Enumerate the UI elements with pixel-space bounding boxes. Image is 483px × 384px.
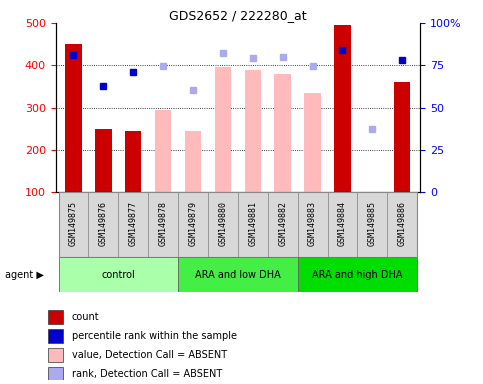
Bar <box>148 192 178 257</box>
Text: GSM149885: GSM149885 <box>368 201 377 246</box>
Title: GDS2652 / 222280_at: GDS2652 / 222280_at <box>169 9 307 22</box>
Text: GSM149883: GSM149883 <box>308 201 317 246</box>
Text: GSM149880: GSM149880 <box>218 201 227 246</box>
Text: GSM149884: GSM149884 <box>338 201 347 246</box>
Bar <box>155 110 171 192</box>
Bar <box>357 192 387 257</box>
Text: GSM149882: GSM149882 <box>278 201 287 246</box>
Text: GSM149886: GSM149886 <box>398 201 407 246</box>
Bar <box>48 329 63 343</box>
Bar <box>215 68 231 192</box>
Bar <box>274 74 291 192</box>
Text: GSM149879: GSM149879 <box>188 201 198 246</box>
Bar <box>58 192 88 257</box>
Bar <box>58 257 178 292</box>
Bar <box>387 192 417 257</box>
Bar <box>48 310 63 324</box>
Bar <box>238 192 268 257</box>
Bar <box>125 131 142 192</box>
Text: GSM149875: GSM149875 <box>69 201 78 246</box>
Bar <box>65 44 82 192</box>
Text: GSM149881: GSM149881 <box>248 201 257 246</box>
Text: percentile rank within the sample: percentile rank within the sample <box>71 331 237 341</box>
Text: ARA and low DHA: ARA and low DHA <box>195 270 281 280</box>
Bar <box>95 129 112 192</box>
Text: ARA and high DHA: ARA and high DHA <box>312 270 403 280</box>
Bar <box>268 192 298 257</box>
Text: GSM149877: GSM149877 <box>129 201 138 246</box>
Text: value, Detection Call = ABSENT: value, Detection Call = ABSENT <box>71 350 227 360</box>
Bar <box>185 131 201 192</box>
Bar <box>394 82 411 192</box>
Text: agent ▶: agent ▶ <box>5 270 43 280</box>
Bar <box>334 25 351 192</box>
Bar <box>88 192 118 257</box>
Bar <box>48 367 63 382</box>
Bar <box>298 257 417 292</box>
Bar <box>327 192 357 257</box>
Text: GSM149876: GSM149876 <box>99 201 108 246</box>
Text: control: control <box>101 270 135 280</box>
Bar <box>178 257 298 292</box>
Text: count: count <box>71 312 99 322</box>
Bar <box>298 192 327 257</box>
Bar <box>244 70 261 192</box>
Bar <box>48 348 63 362</box>
Bar <box>178 192 208 257</box>
Text: rank, Detection Call = ABSENT: rank, Detection Call = ABSENT <box>71 369 222 379</box>
Text: GSM149878: GSM149878 <box>158 201 168 246</box>
Bar <box>118 192 148 257</box>
Bar <box>208 192 238 257</box>
Bar <box>304 93 321 192</box>
